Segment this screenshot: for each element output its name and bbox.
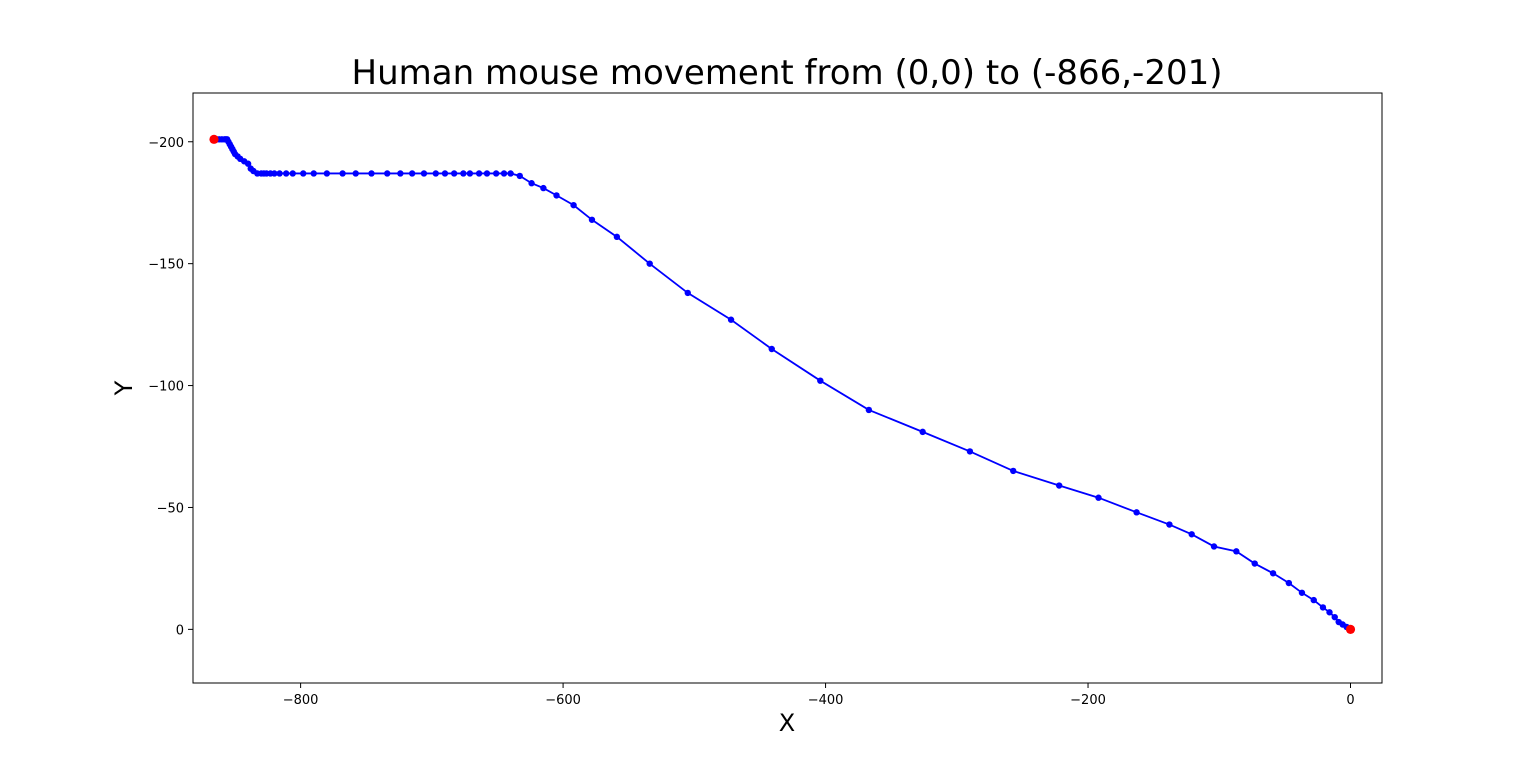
- data-point: [1166, 521, 1173, 528]
- data-point: [352, 170, 359, 177]
- data-point: [300, 170, 307, 177]
- data-point: [1233, 548, 1240, 555]
- data-point: [1251, 560, 1258, 567]
- y-tick-label: −150: [148, 258, 184, 273]
- data-point: [1285, 579, 1293, 587]
- data-point: [282, 170, 290, 177]
- data-point: [646, 260, 653, 267]
- data-point: [310, 170, 317, 177]
- y-tick-label: 0: [176, 623, 184, 638]
- data-point: [1095, 494, 1102, 501]
- x-axis-ticks: −800 −600 −400 −200 0: [283, 683, 1355, 708]
- data-point: [466, 170, 474, 177]
- data-point: [323, 170, 331, 177]
- data-point: [1310, 596, 1317, 604]
- data-point: [450, 170, 458, 177]
- data-point: [817, 377, 824, 384]
- data-point: [727, 316, 735, 323]
- data-point: [1319, 604, 1327, 611]
- plot-area-frame: [192, 92, 1383, 684]
- data-point: [1335, 618, 1342, 626]
- data-point: [919, 428, 926, 436]
- data-point: [1010, 467, 1017, 475]
- data-point: [432, 170, 439, 177]
- x-tick-label: −600: [545, 693, 581, 708]
- x-tick-label: −400: [808, 693, 844, 708]
- data-point: [492, 170, 500, 177]
- data-point: [384, 170, 391, 177]
- data-point: [420, 170, 428, 177]
- data-point: [1326, 609, 1333, 616]
- data-point: [1188, 531, 1195, 538]
- data-point: [276, 170, 283, 177]
- series-line: [214, 138, 1351, 631]
- data-point: [1269, 570, 1277, 577]
- y-axis-label: Y: [110, 380, 138, 396]
- data-point: [540, 184, 547, 192]
- data-point: [966, 448, 974, 455]
- y-axis-ticks: −200 −150 −100 −50 0: [148, 136, 193, 638]
- data-point: [1055, 482, 1063, 489]
- y-tick-label: −200: [148, 136, 184, 151]
- x-tick-label: 0: [1346, 693, 1354, 708]
- data-point: [553, 192, 560, 199]
- series-layer: [209, 134, 1356, 634]
- data-point: [460, 170, 467, 177]
- data-point: [441, 170, 449, 177]
- data-point: [1298, 589, 1306, 596]
- data-point: [289, 170, 296, 177]
- data-point: [1210, 543, 1218, 550]
- data-point: [865, 406, 873, 414]
- data-point: [684, 289, 691, 297]
- data-point: [247, 165, 254, 172]
- data-point: [613, 233, 621, 241]
- x-tick-label: −200: [1070, 693, 1106, 708]
- endpoint-marker: [209, 134, 219, 144]
- chart-title: Human mouse movement from (0,0) to (-866…: [352, 53, 1223, 93]
- data-point: [397, 170, 404, 177]
- data-point: [475, 170, 483, 177]
- data-point: [570, 201, 577, 209]
- x-tick-label: −800: [283, 693, 319, 708]
- data-point: [500, 170, 508, 177]
- data-point: [408, 170, 416, 177]
- data-point: [368, 170, 375, 177]
- data-point: [1331, 613, 1338, 621]
- data-point: [483, 170, 491, 177]
- endpoint-marker: [1345, 624, 1356, 634]
- y-tick-label: −100: [148, 380, 184, 395]
- data-point: [588, 216, 596, 223]
- x-axis-label: X: [779, 709, 795, 737]
- data-point: [507, 170, 514, 177]
- data-point: [528, 180, 535, 187]
- data-point: [1133, 509, 1140, 516]
- y-tick-label: −50: [157, 501, 184, 516]
- data-point: [339, 170, 346, 177]
- data-point: [516, 172, 523, 180]
- data-point: [768, 345, 775, 353]
